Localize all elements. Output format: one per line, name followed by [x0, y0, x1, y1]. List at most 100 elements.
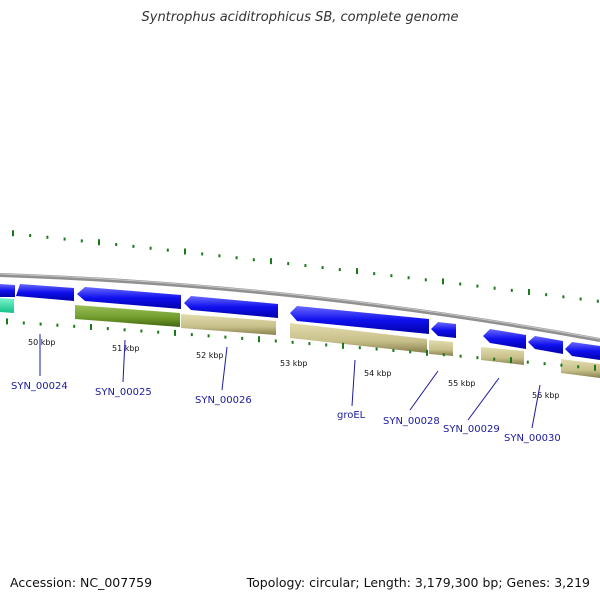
kbp-label: 54 kbp: [364, 369, 392, 378]
map-title: Syntrophus aciditrophicus SB, complete g…: [141, 10, 459, 25]
minor-tick: [140, 329, 143, 333]
major-tick: [270, 258, 272, 265]
major-tick: [184, 248, 186, 255]
minor-tick: [291, 340, 294, 344]
gene-label[interactable]: SYN_00029: [443, 424, 500, 435]
minor-tick: [526, 360, 529, 364]
minor-tick: [218, 254, 221, 258]
minor-tick: [579, 297, 582, 301]
forward-cds-feature[interactable]: [565, 342, 600, 360]
forward-cds-feature[interactable]: [290, 306, 429, 334]
major-tick: [528, 288, 530, 295]
minor-tick: [358, 346, 361, 350]
major-tick: [594, 364, 596, 371]
forward-cds-feature[interactable]: [16, 284, 74, 301]
major-tick: [12, 230, 14, 237]
minor-tick: [493, 357, 496, 361]
forward-cds-feature[interactable]: [483, 329, 526, 349]
minor-tick: [543, 362, 546, 366]
forward-cds-feature[interactable]: [77, 287, 181, 309]
kbp-label: 51 kbp: [112, 344, 140, 353]
minor-tick: [392, 348, 395, 352]
major-tick: [98, 239, 100, 246]
kbp-label: 53 kbp: [280, 359, 308, 368]
minor-tick: [29, 233, 32, 237]
minor-tick: [596, 299, 599, 303]
gene-labels: SYN_00024 SYN_00025 SYN_00026 groEL SYN_…: [11, 381, 561, 444]
major-tick: [258, 336, 260, 343]
minor-tick: [80, 239, 83, 243]
major-tick: [6, 318, 8, 325]
forward-cds-feature[interactable]: [528, 336, 563, 354]
teal-feature[interactable]: [0, 298, 14, 313]
major-tick: [90, 323, 92, 330]
forward-cds-feature[interactable]: [431, 322, 456, 338]
minor-tick: [207, 334, 210, 338]
reverse-strand-features: [0, 298, 600, 378]
minor-tick: [224, 335, 227, 339]
gene-label[interactable]: groEL: [337, 410, 366, 421]
minor-tick: [338, 268, 341, 272]
minor-tick: [304, 264, 307, 268]
reverse-cds-feature[interactable]: [290, 323, 427, 353]
minor-tick: [252, 258, 255, 262]
gene-label[interactable]: SYN_00028: [383, 416, 440, 427]
minor-tick: [166, 248, 169, 252]
genome-backbone-highlight: [0, 273, 600, 340]
minor-tick: [493, 286, 496, 290]
kbp-label: 55 kbp: [448, 379, 476, 388]
minor-tick: [22, 321, 25, 325]
gene-label[interactable]: SYN_00024: [11, 381, 68, 392]
topology-text: Topology: circular; Length: 3,179,300 bp…: [246, 575, 590, 590]
genome-backbone: [0, 273, 600, 342]
kbp-label: 56 kbp: [532, 391, 560, 400]
major-tick: [442, 278, 444, 285]
minor-tick: [459, 354, 462, 358]
gene-label[interactable]: SYN_00025: [95, 387, 152, 398]
minor-tick: [325, 343, 328, 347]
minor-tick: [115, 243, 118, 247]
minor-tick: [424, 278, 427, 282]
minor-tick: [321, 266, 324, 270]
minor-tick: [274, 339, 277, 343]
gene-label[interactable]: SYN_00026: [195, 395, 252, 406]
minor-tick: [308, 342, 311, 346]
minor-tick: [39, 322, 42, 326]
inner-tick-row: [6, 318, 596, 371]
gene-label-leaders: [39, 334, 541, 429]
reverse-cds-feature[interactable]: [561, 359, 600, 378]
kbp-label: 50 kbp: [28, 338, 56, 347]
minor-tick: [56, 323, 59, 327]
accession-text: Accession: NC_007759: [10, 575, 153, 590]
minor-tick: [407, 276, 410, 280]
minor-tick: [562, 295, 565, 299]
reverse-cds-feature[interactable]: [429, 340, 453, 356]
major-tick: [342, 342, 344, 349]
minor-tick: [390, 274, 393, 278]
gene-label[interactable]: SYN_00030: [504, 433, 561, 444]
minor-tick: [106, 327, 109, 331]
major-tick: [426, 349, 428, 356]
minor-tick: [235, 256, 238, 260]
minor-tick: [63, 237, 66, 241]
major-tick: [174, 329, 176, 336]
outer-tick-row: [12, 230, 599, 303]
major-tick: [356, 268, 358, 275]
minor-tick: [476, 356, 479, 360]
forward-strand-features: [0, 284, 600, 360]
minor-tick: [123, 328, 126, 332]
forward-cds-feature[interactable]: [184, 296, 278, 318]
forward-cds-feature[interactable]: [0, 284, 15, 297]
minor-tick: [560, 363, 563, 367]
reverse-cds-feature[interactable]: [181, 314, 276, 335]
reverse-cds-feature[interactable]: [75, 305, 180, 327]
minor-tick: [545, 293, 548, 297]
reverse-cds-feature[interactable]: [481, 347, 524, 365]
minor-tick: [577, 365, 580, 369]
kbp-scale: 50 kbp 51 kbp 52 kbp 53 kbp 54 kbp 55 kb…: [28, 338, 560, 400]
minor-tick: [409, 350, 412, 354]
minor-tick: [476, 284, 479, 288]
minor-tick: [510, 288, 513, 292]
